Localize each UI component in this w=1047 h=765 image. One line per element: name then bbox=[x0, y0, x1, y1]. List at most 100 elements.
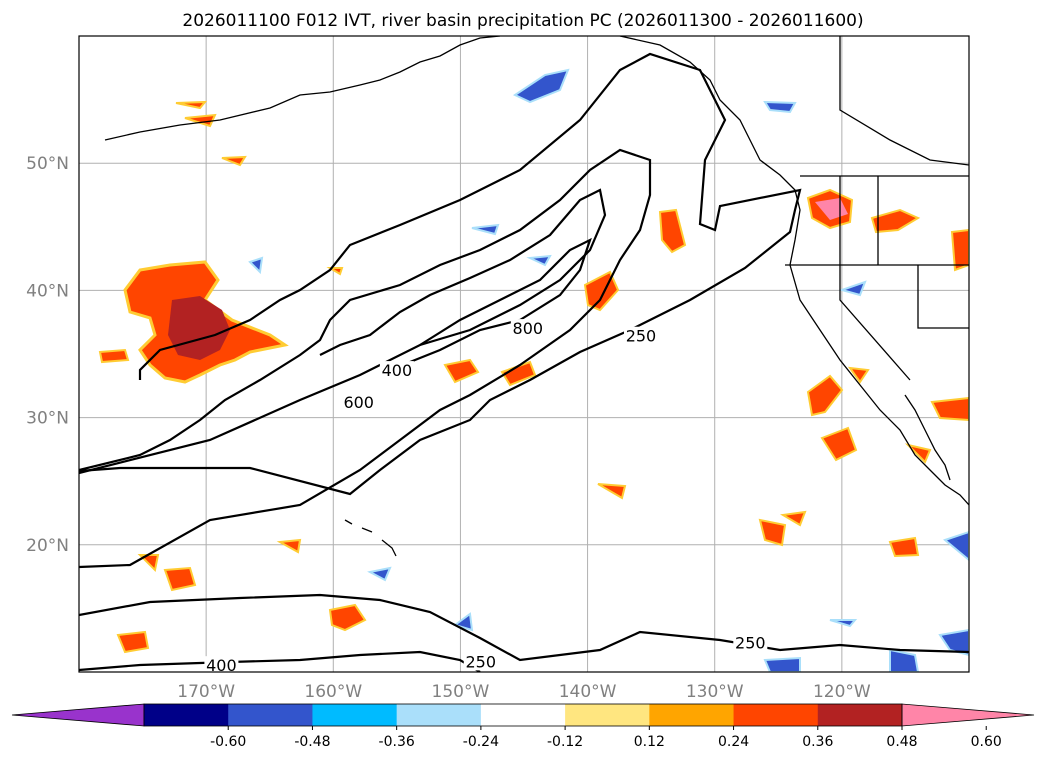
lon-tick-label: 160°W bbox=[304, 682, 362, 702]
lat-tick-label: 50°N bbox=[26, 154, 69, 174]
colorbar-extend-low bbox=[11, 703, 145, 727]
alaska-coast bbox=[104, 36, 501, 141]
lon-tick-label: 170°W bbox=[177, 682, 235, 702]
contour-label-bg bbox=[510, 319, 545, 338]
colorbar-segment bbox=[817, 704, 903, 726]
pc-blob bbox=[276, 538, 302, 554]
colorbar-extend-high bbox=[901, 703, 1035, 727]
ivt-contour-250b bbox=[79, 593, 969, 662]
state-border bbox=[839, 176, 911, 381]
pc-blob bbox=[116, 630, 150, 654]
colorbar-segment bbox=[312, 704, 398, 726]
colorbar-segment bbox=[649, 704, 735, 726]
contour-label: 250 bbox=[626, 327, 657, 346]
pc-blob bbox=[526, 254, 552, 267]
contour-label: 400 bbox=[382, 361, 413, 380]
pc-blob bbox=[326, 267, 344, 276]
pc-blob bbox=[904, 443, 932, 464]
lat-tick-label: 20°N bbox=[26, 536, 69, 556]
map-title: 2026011100 F012 IVT, river basin precipi… bbox=[182, 11, 863, 31]
pc-blob bbox=[888, 536, 920, 558]
pc-blob bbox=[163, 566, 197, 592]
colorbar-tick-label: -0.36 bbox=[379, 734, 415, 750]
contour-label-bg bbox=[623, 326, 658, 345]
pc-blob bbox=[512, 68, 570, 104]
contour-labels: 600 400 800 250 250 250 400 bbox=[204, 319, 768, 675]
lon-tick-label: 130°W bbox=[686, 682, 744, 702]
colorbar-segment bbox=[228, 704, 313, 726]
lon-tick-label: 150°W bbox=[432, 682, 490, 702]
colorbar-frame bbox=[143, 703, 903, 727]
contour-label-bg bbox=[204, 656, 239, 675]
colorbar-segment bbox=[144, 704, 229, 726]
colorbar-tick-label: -0.48 bbox=[294, 734, 330, 750]
pc-blob bbox=[930, 396, 969, 422]
pc-blob bbox=[367, 566, 392, 582]
pc-blob bbox=[763, 656, 801, 672]
colorbar-tick-label: 0.24 bbox=[718, 734, 749, 750]
pc-blob bbox=[889, 648, 920, 672]
map-frame bbox=[78, 35, 970, 673]
pc-blob bbox=[658, 208, 687, 254]
ivt-contours bbox=[79, 52, 969, 672]
ivt-contour-800 bbox=[389, 237, 592, 372]
pc-blob bbox=[758, 518, 787, 547]
pc-blob bbox=[221, 155, 247, 167]
ivt-contour-250 bbox=[79, 52, 802, 496]
contour-label-bg bbox=[379, 361, 414, 380]
lat-tick-label: 40°N bbox=[26, 281, 69, 301]
pc-blob bbox=[847, 366, 870, 384]
ivt-contour-400 bbox=[79, 148, 652, 569]
pc-blob bbox=[780, 510, 807, 527]
colorbar-tick-label: 0.36 bbox=[802, 734, 833, 750]
colorbar-tick-label: 0.48 bbox=[886, 734, 917, 750]
colorbar: -0.60 -0.48 -0.36 -0.24 -0.12 0.12 0.24 0.36 0.4… bbox=[11, 703, 1035, 750]
state-border bbox=[917, 265, 969, 329]
pc-blob bbox=[938, 628, 969, 657]
pc-blob bbox=[806, 374, 844, 417]
colorbar-segment bbox=[480, 704, 566, 726]
pc-blob bbox=[471, 223, 500, 236]
contour-label: 600 bbox=[343, 393, 374, 412]
pc-blob bbox=[820, 426, 858, 462]
pc-blob bbox=[443, 358, 480, 384]
contour-label-bg bbox=[341, 392, 376, 411]
colorbar-segment bbox=[396, 704, 482, 726]
pc-blob bbox=[597, 483, 627, 500]
pc-blob bbox=[942, 530, 969, 562]
contour-label: 250 bbox=[735, 633, 766, 652]
contour-label: 800 bbox=[513, 319, 544, 338]
contour-label: 400 bbox=[206, 656, 237, 675]
lat-tick-label: 30°N bbox=[26, 409, 69, 429]
colorbar-tick-label: -0.24 bbox=[463, 734, 499, 750]
lon-tick-label: 140°W bbox=[559, 682, 617, 702]
ivt-contour-600 bbox=[79, 188, 607, 475]
pc-blob bbox=[838, 280, 867, 297]
colorbar-tick-label: 0.12 bbox=[634, 734, 665, 750]
pc-blob bbox=[870, 208, 921, 234]
coastlines bbox=[104, 36, 969, 557]
pc-blob bbox=[175, 100, 208, 110]
colorbar-tick-label: -0.60 bbox=[210, 734, 246, 750]
pc-blob bbox=[763, 100, 797, 114]
lon-tick-label: 120°W bbox=[813, 682, 871, 702]
colorbar-tick-label: -0.12 bbox=[547, 734, 583, 750]
contour-label: 250 bbox=[465, 652, 496, 671]
pc-blob bbox=[248, 256, 264, 275]
colorbar-segment bbox=[733, 704, 819, 726]
state-border bbox=[839, 36, 969, 166]
hawaii-islands bbox=[344, 519, 397, 557]
colorbar-tick-label: 0.60 bbox=[971, 734, 1002, 750]
contour-label-bg bbox=[733, 633, 768, 652]
ivt-contour-250c bbox=[79, 650, 481, 672]
latitude-labels: 20°N 30°N 40°N 50°N bbox=[26, 154, 69, 556]
contour-label-bg bbox=[463, 652, 498, 671]
north-america-coast bbox=[619, 36, 969, 506]
baja-coast bbox=[904, 394, 951, 481]
pc-blob bbox=[950, 228, 969, 272]
pc-blob bbox=[98, 348, 130, 364]
pc-blob bbox=[829, 619, 858, 628]
pc-blob bbox=[328, 603, 367, 632]
colorbar-segment bbox=[565, 704, 650, 726]
longitude-labels: 170°W 160°W 150°W 140°W 130°W 120°W bbox=[177, 682, 871, 702]
